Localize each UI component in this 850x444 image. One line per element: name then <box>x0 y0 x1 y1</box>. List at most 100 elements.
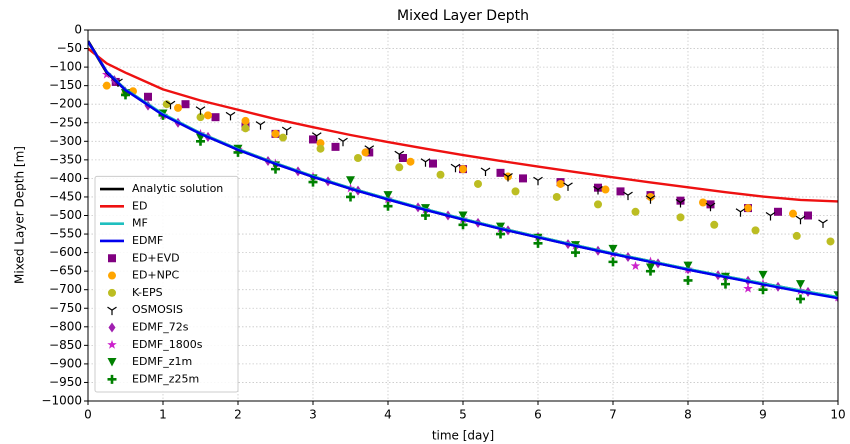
legend-label: OSMOSIS <box>132 303 183 316</box>
marker <box>429 159 437 168</box>
marker <box>646 192 655 201</box>
marker <box>623 191 633 201</box>
marker <box>108 288 116 297</box>
marker <box>436 170 445 179</box>
x-tick-label: 4 <box>384 408 392 422</box>
marker <box>144 92 152 101</box>
y-tick-label: −900 <box>49 356 82 370</box>
marker <box>225 111 236 121</box>
legend-label: ED+EVD <box>132 251 180 264</box>
y-tick-label: −650 <box>49 264 82 278</box>
marker <box>338 137 348 147</box>
chart-title: Mixed Layer Depth <box>397 8 529 24</box>
marker <box>683 261 693 271</box>
marker <box>706 200 715 209</box>
marker <box>311 132 322 141</box>
legend-label: EDMF <box>132 234 163 247</box>
legend-label: EDMF_72s <box>132 320 189 333</box>
marker <box>765 212 776 221</box>
marker <box>108 271 116 280</box>
marker <box>162 100 171 109</box>
y-tick-label: −750 <box>49 301 82 315</box>
marker <box>792 231 801 240</box>
marker <box>616 187 625 196</box>
marker <box>631 207 640 216</box>
marker <box>796 280 805 289</box>
marker <box>818 219 828 228</box>
legend-label: EDMF_z1m <box>132 355 192 368</box>
x-tick-label: 2 <box>234 408 242 422</box>
marker <box>533 176 543 186</box>
marker <box>608 244 618 254</box>
marker <box>241 124 250 133</box>
x-tick-label: 3 <box>309 408 317 422</box>
marker <box>271 164 280 174</box>
y-tick-label: −400 <box>49 171 82 185</box>
legend-label: MF <box>132 217 148 230</box>
marker <box>281 126 292 136</box>
marker <box>394 150 405 160</box>
marker <box>102 81 111 90</box>
marker <box>450 163 461 173</box>
marker <box>241 116 250 125</box>
marker <box>593 186 603 195</box>
marker <box>699 198 707 207</box>
marker <box>165 100 176 110</box>
y-tick-label: −700 <box>49 282 82 296</box>
marker <box>496 229 505 239</box>
marker <box>181 100 190 109</box>
marker <box>107 306 117 316</box>
marker <box>346 176 355 185</box>
marker <box>571 248 580 258</box>
marker <box>758 270 768 280</box>
y-tick-label: 0 <box>74 23 82 37</box>
marker <box>316 144 325 153</box>
x-tick-label: 7 <box>609 408 617 422</box>
y-tick-label: −600 <box>49 245 82 259</box>
marker <box>705 202 716 212</box>
marker <box>195 106 206 115</box>
marker <box>399 153 407 162</box>
x-tick-label: 5 <box>459 408 467 422</box>
marker <box>630 260 641 270</box>
marker <box>107 339 117 349</box>
marker <box>196 113 205 122</box>
x-tick-label: 8 <box>684 408 692 422</box>
y-tick-label: −50 <box>57 41 82 55</box>
marker <box>556 179 565 188</box>
x-tick-label: 6 <box>534 408 542 422</box>
marker <box>774 207 782 216</box>
y-tick-label: −950 <box>49 375 82 389</box>
y-tick-label: −150 <box>49 78 82 92</box>
marker <box>383 191 393 200</box>
marker <box>496 168 505 177</box>
marker <box>308 177 318 187</box>
marker <box>121 90 130 100</box>
y-tick-label: −350 <box>49 152 82 166</box>
y-tick-label: −200 <box>49 97 82 111</box>
y-tick-label: −300 <box>49 134 82 148</box>
marker <box>255 121 266 130</box>
marker <box>211 113 220 122</box>
marker <box>646 266 655 276</box>
marker <box>511 187 520 196</box>
marker <box>316 139 325 148</box>
marker <box>196 136 205 146</box>
marker <box>480 167 491 176</box>
y-tick-label: −850 <box>49 338 82 352</box>
marker <box>309 135 317 144</box>
marker <box>519 174 527 183</box>
series-line <box>88 47 838 203</box>
plot-area <box>88 40 838 304</box>
marker <box>395 163 404 172</box>
marker <box>459 165 467 174</box>
legend-label: ED <box>132 199 147 212</box>
marker <box>608 257 618 267</box>
marker <box>826 237 835 246</box>
marker <box>174 103 182 112</box>
marker <box>796 294 805 304</box>
x-tick-label: 9 <box>759 408 767 422</box>
marker <box>204 111 212 120</box>
marker <box>458 211 468 220</box>
plot-frame <box>87 29 839 402</box>
